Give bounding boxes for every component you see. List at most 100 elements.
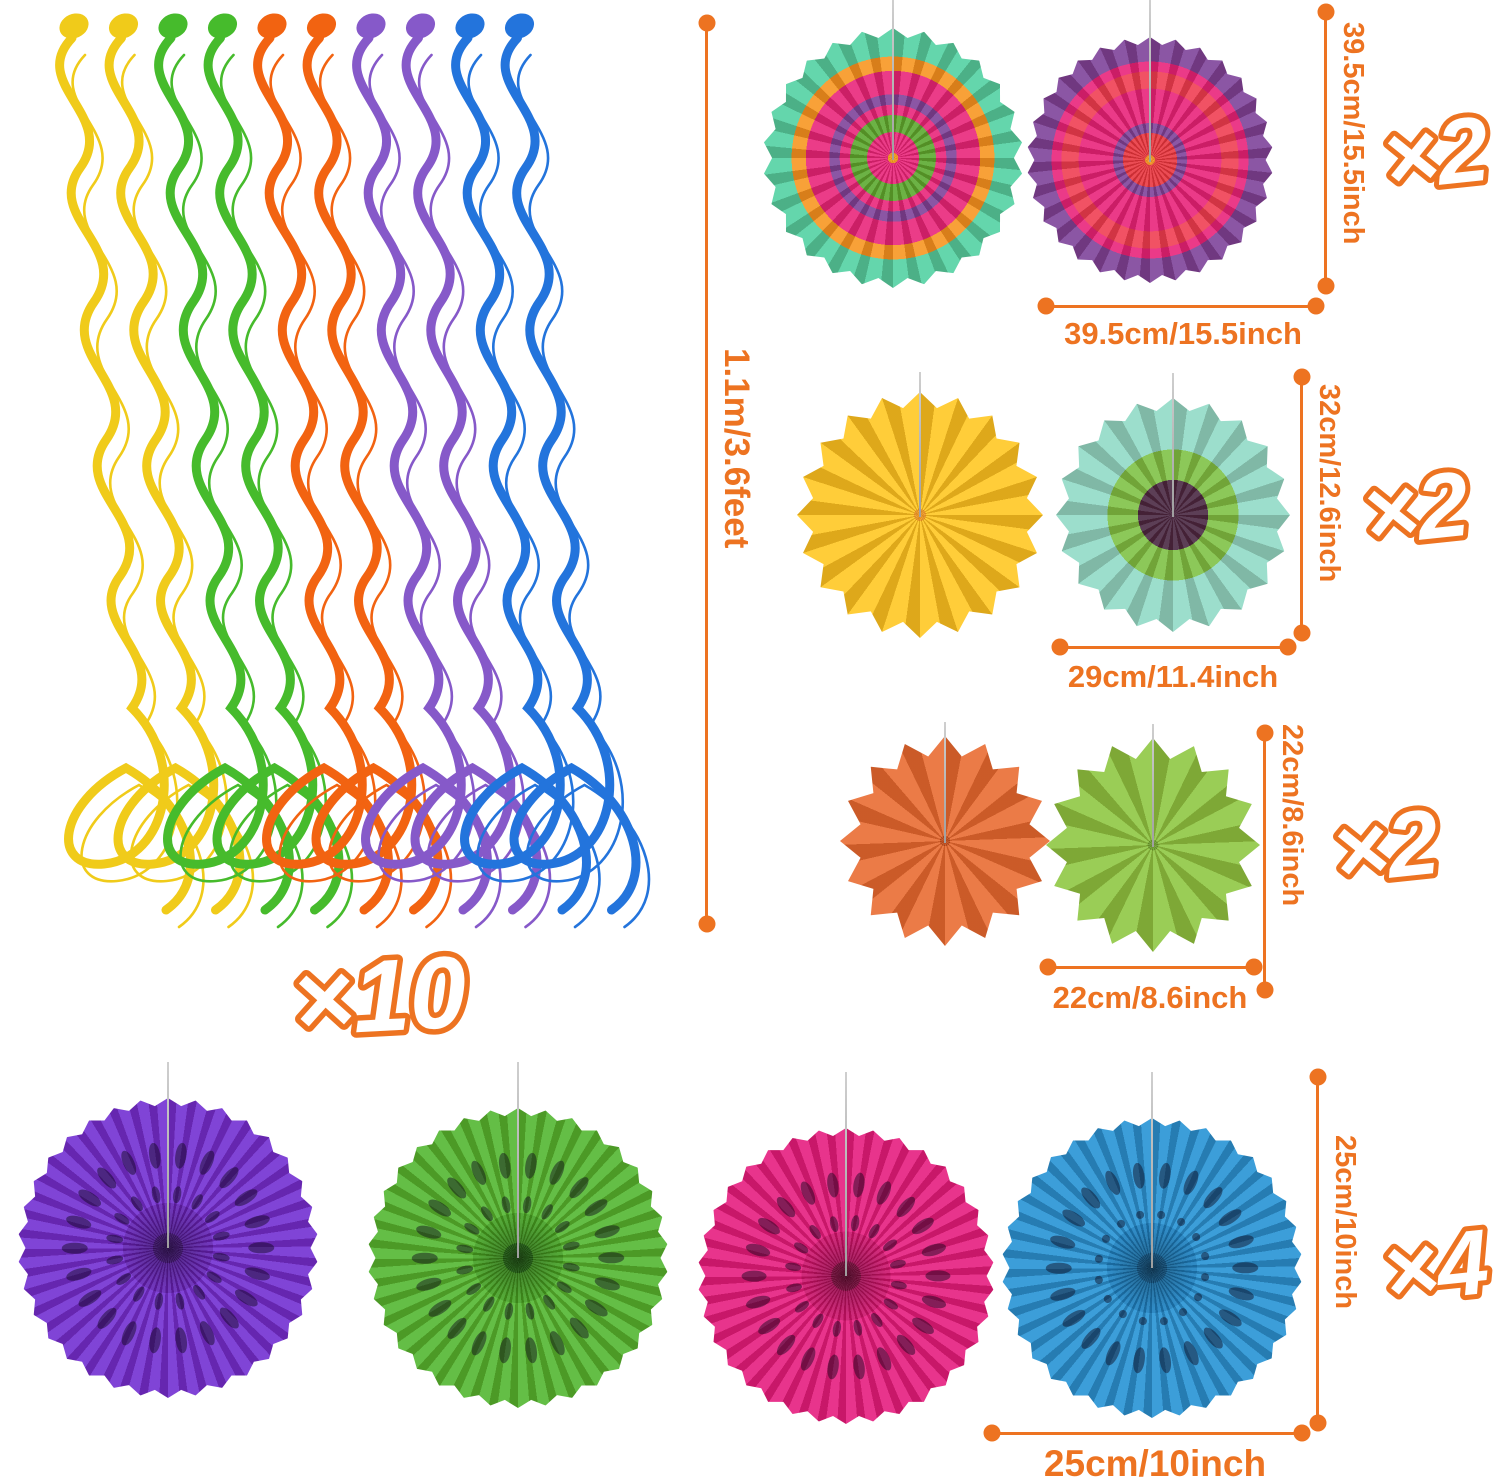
fan-cutout-hole	[1177, 1306, 1189, 1318]
fan-cutout-hole	[62, 1242, 88, 1254]
hanging-swirl	[401, 13, 552, 929]
fan-cutout-hole	[920, 1241, 948, 1260]
fan-cutout-hole	[150, 1186, 162, 1205]
fan-cutout-hole	[793, 1298, 812, 1315]
fan-cutout-hole	[243, 1265, 272, 1284]
fan-cutout-hole	[1115, 1218, 1127, 1230]
fan-cutout-hole	[920, 1292, 948, 1311]
group4-height-label: 25cm/10inch	[1329, 1135, 1361, 1310]
fan-cutout-hole	[1190, 1231, 1202, 1243]
swirl-strand-thin	[120, 53, 255, 929]
swirl-hanging-tab	[504, 13, 535, 39]
dimension-dot	[1256, 981, 1274, 999]
fan-cutout-hole	[173, 1142, 189, 1170]
swirl-strand	[203, 33, 344, 915]
fan-cutout-hole	[741, 1270, 767, 1282]
fan-cutout-hole	[893, 1332, 919, 1359]
fan-cutout-hole	[425, 1196, 454, 1220]
swirl-strand	[302, 33, 443, 915]
dimension-line-group2-height	[1300, 376, 1303, 634]
group2-quantity-badge: ×2	[1353, 448, 1478, 570]
group1-quantity-label: ×2	[1378, 98, 1493, 210]
fan-cutout-hole	[893, 1193, 919, 1220]
group4-quantity-badge: ×4	[1373, 1206, 1498, 1328]
dimension-dot	[1256, 724, 1274, 742]
swirl-strand-thin	[170, 53, 304, 929]
fan-cutout-hole	[414, 1275, 443, 1294]
fan-cutout-hole	[425, 1296, 454, 1320]
hanging-swirl	[500, 13, 651, 929]
fan-cutout-hole	[1180, 1169, 1202, 1198]
fan-cutout-hole	[925, 1270, 951, 1282]
fan-cutout-hole	[797, 1345, 819, 1374]
swirl-quantity-badge: ×10	[285, 929, 475, 1063]
swirl-hanging-tab	[356, 13, 386, 39]
fan-cutout-hole	[232, 1286, 261, 1310]
fan-cutout-hole	[797, 1178, 819, 1207]
swirl-strand	[352, 33, 492, 915]
fan-cutout-hole	[1048, 1285, 1077, 1304]
fan-cutout-hole	[1046, 1262, 1072, 1274]
group3-quantity-badge: ×2	[1323, 786, 1448, 908]
fan-cutout-hole	[809, 1312, 826, 1330]
fan-cutout-hole	[593, 1275, 622, 1294]
fan-cutout-hole	[873, 1178, 895, 1207]
fan-cutout-hole	[1159, 1315, 1169, 1326]
fan-cutout-hole	[118, 1149, 140, 1178]
fan-cutout-hole	[807, 1223, 824, 1242]
fan-cutout-hole	[523, 1336, 539, 1364]
dimension-line-swirl-height	[705, 22, 708, 925]
fan-cutout-hole	[849, 1214, 861, 1233]
fan-cutout-hole	[546, 1159, 568, 1188]
fan-cutout-hole	[909, 1214, 937, 1238]
dimension-line-group3-height	[1263, 732, 1266, 991]
hanging-swirl	[154, 13, 304, 929]
swirl-strand	[55, 33, 195, 915]
group2-width-label: 29cm/11.4inch	[1067, 659, 1279, 694]
fan-cutout-hole	[553, 1218, 572, 1235]
dimension-dot	[1037, 297, 1055, 315]
fan-cutout-hole	[1102, 1293, 1114, 1305]
group3-width-label: 22cm/8.6inch	[1052, 980, 1248, 1015]
dimension-dot	[1051, 638, 1069, 656]
group1-height-label: 39.5cm/15.5inch	[1337, 22, 1369, 245]
swirl-strand-thin	[71, 53, 205, 929]
fan-cutout-hole	[541, 1293, 558, 1312]
fan-cutout-hole	[1100, 1233, 1112, 1245]
fan-cutout-hole	[444, 1174, 470, 1202]
dimension-dot	[1317, 3, 1335, 21]
fan-cutout-hole	[785, 1282, 803, 1294]
fan-cutout-hole	[566, 1314, 592, 1342]
fan-cutout-hole	[1048, 1232, 1077, 1251]
fan-cutout-hole	[497, 1152, 513, 1180]
fan-cutout-hole	[909, 1314, 937, 1338]
fan-cutout-hole	[1131, 1162, 1147, 1190]
fan-cutout-hole	[1175, 1216, 1187, 1228]
hanging-string	[517, 1062, 519, 1258]
swirl-strand	[253, 33, 393, 915]
fan-cutout-hole	[773, 1193, 799, 1220]
group2-quantity-label: ×2	[1358, 453, 1473, 565]
swirl-strand	[451, 33, 591, 915]
fan-cutout-hole	[503, 1302, 515, 1321]
swirl-strand	[154, 33, 294, 915]
dimension-dot	[698, 915, 716, 933]
hanging-swirl	[55, 13, 205, 929]
fan-cutout-hole	[1156, 1210, 1166, 1220]
fan-cutout-hole	[174, 1291, 186, 1310]
fan-cutout-hole	[204, 1269, 223, 1285]
dimension-line-group1-width	[1045, 305, 1317, 308]
fan-cutout-hole	[1138, 1316, 1148, 1326]
hanging-swirl	[104, 13, 255, 929]
hanging-string	[1149, 0, 1151, 162]
fan-cutout-hole	[1078, 1184, 1104, 1212]
fan-cutout-hole	[64, 1212, 93, 1231]
fan-cutout-hole	[444, 1314, 470, 1342]
fan-cutout-hole	[524, 1301, 536, 1320]
hanging-swirl	[451, 13, 601, 929]
fan-cutout-hole	[113, 1211, 132, 1227]
fan-cutout-hole	[1200, 1272, 1210, 1282]
fan-cutout-hole	[196, 1149, 218, 1178]
fan-cutout-hole	[539, 1203, 555, 1222]
